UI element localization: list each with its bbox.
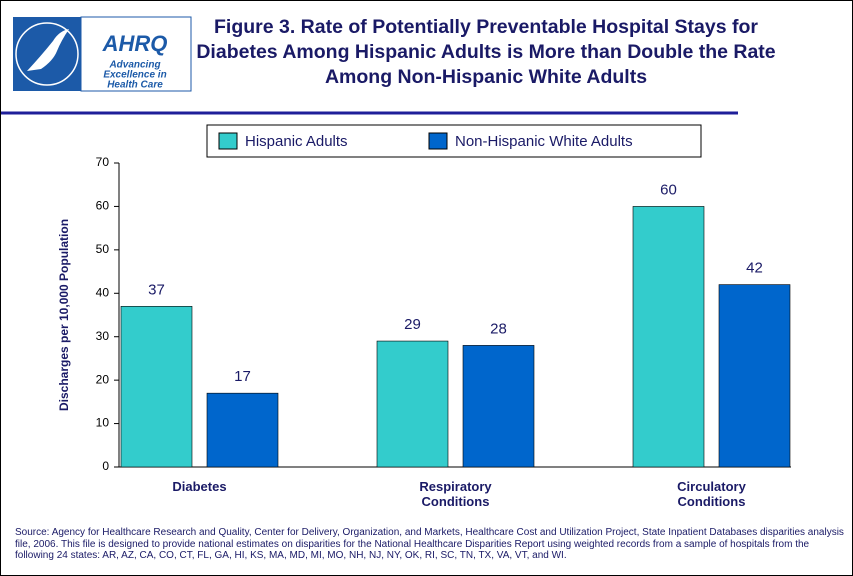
logo-tagline: Advancing	[108, 60, 160, 71]
value-label: 37	[148, 281, 165, 298]
chart-title: Figure 3. Rate of Potentially Preventabl…	[196, 16, 776, 88]
y-axis-title: Discharges per 10,000 Population	[57, 219, 71, 411]
logo-eagle	[27, 29, 69, 71]
bar	[120, 306, 193, 468]
y-tick-label: 0	[102, 459, 109, 473]
bar	[632, 206, 705, 468]
y-tick-label: 60	[96, 199, 110, 213]
value-label: 29	[404, 316, 421, 333]
y-tick-label: 50	[96, 242, 110, 256]
value-label: 60	[660, 181, 677, 198]
value-label: 17	[234, 368, 251, 385]
bar	[376, 340, 449, 468]
logo-tagline: Health Care	[107, 80, 163, 91]
legend-box	[206, 124, 702, 158]
x-tick-label: Diabetes	[172, 479, 227, 494]
bar	[206, 392, 279, 468]
legend-label: Non-Hispanic White Adults	[455, 133, 633, 150]
source-note: Source: Agency for Healthcare Research a…	[15, 527, 844, 561]
value-label: 42	[746, 260, 763, 277]
x-tick-label: Circulatory Conditions	[677, 479, 746, 509]
legend-swatch	[218, 132, 238, 150]
bar	[718, 284, 791, 468]
y-tick-label: 70	[96, 155, 110, 169]
y-tick-label: 20	[96, 372, 110, 386]
logo-box	[80, 16, 192, 92]
logo-tagline: Excellence in	[103, 70, 166, 81]
logo-ring	[15, 22, 79, 86]
x-tick-label: Respiratory Conditions	[419, 479, 492, 509]
legend-swatch	[428, 132, 448, 150]
legend-label: Hispanic Adults	[245, 133, 348, 150]
bar	[462, 345, 535, 468]
y-tick-label: 40	[96, 285, 110, 299]
logo-name: AHRQ	[102, 31, 168, 56]
value-label: 28	[490, 320, 507, 337]
y-tick-label: 10	[96, 416, 110, 430]
y-tick-label: 30	[96, 329, 110, 343]
